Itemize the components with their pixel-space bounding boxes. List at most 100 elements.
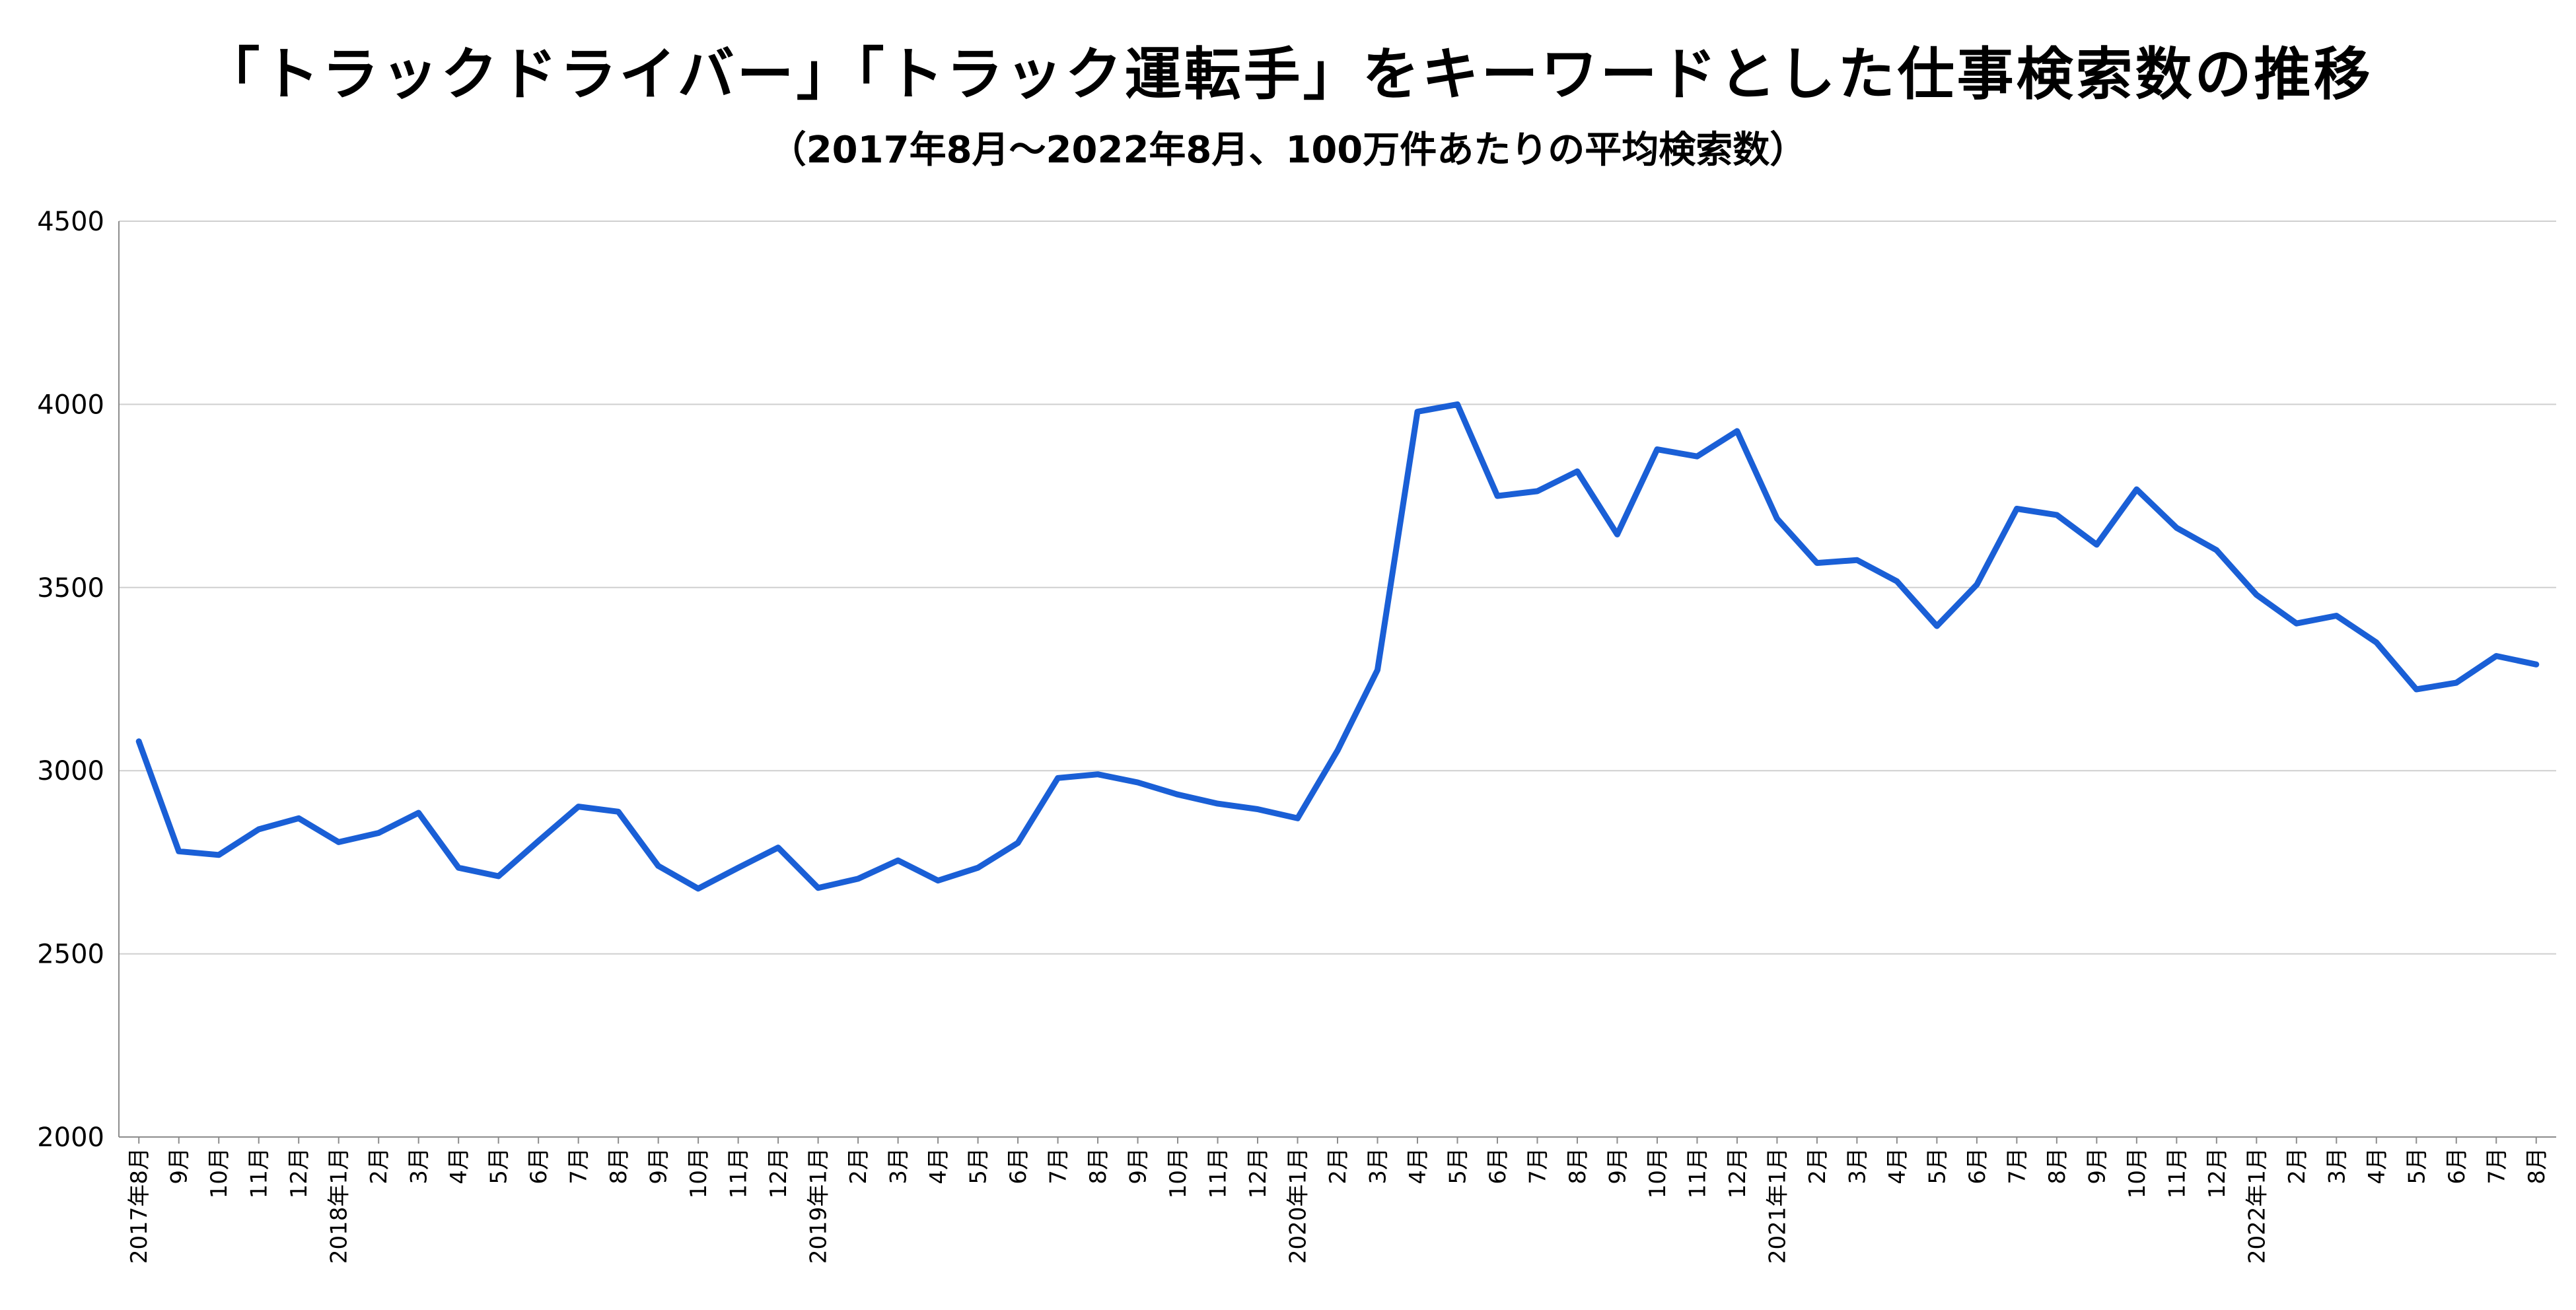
data-point	[2176, 527, 2177, 528]
data-point	[1217, 803, 1219, 804]
data-point	[2456, 682, 2457, 683]
data-point	[1856, 559, 1857, 561]
x-tick-label: 5月	[966, 1148, 992, 1185]
x-tick-label: 4月	[2364, 1148, 2390, 1185]
data-point	[1657, 449, 1658, 450]
data-point	[498, 876, 499, 877]
data-point	[1017, 842, 1019, 843]
data-point	[2216, 549, 2217, 551]
x-tick-label: 9月	[1604, 1148, 1631, 1185]
x-tick-label: 11月	[246, 1148, 273, 1198]
x-tick-label: 2022年1月	[2244, 1148, 2270, 1264]
x-tick-label: 11月	[2164, 1148, 2190, 1198]
gridlines	[119, 221, 2556, 1138]
data-point	[338, 841, 340, 843]
y-axis: 2000 2500 3000 3500 4000 4500	[37, 207, 120, 1153]
x-tick-label: 4月	[446, 1148, 472, 1185]
data-point	[1097, 774, 1098, 775]
data-point	[618, 811, 619, 812]
x-tick-label: 9月	[646, 1148, 672, 1185]
x-tick-label: 12月	[1245, 1148, 1271, 1198]
data-point	[298, 817, 299, 819]
x-tick-label: 3月	[406, 1148, 433, 1185]
data-point	[738, 867, 739, 868]
data-point	[218, 854, 219, 856]
x-tick-label: 12月	[2204, 1148, 2231, 1198]
data-point	[658, 865, 659, 866]
x-tick-label: 2月	[1325, 1148, 1351, 1185]
x-tick-label: 3月	[2324, 1148, 2350, 1185]
x-tick-label: 12月	[286, 1148, 312, 1198]
data-point	[898, 860, 899, 861]
y-tick-label: 4000	[37, 390, 104, 420]
data-point	[1337, 750, 1338, 751]
x-tick-label: 2020年1月	[1285, 1148, 1312, 1264]
x-tick-label: 2018年1月	[326, 1148, 353, 1264]
y-tick-label: 2500	[37, 940, 104, 970]
data-point	[1297, 817, 1299, 819]
data-point	[2376, 642, 2377, 643]
x-tick-label: 5月	[1924, 1148, 1950, 1185]
x-tick-label: 8月	[2044, 1148, 2071, 1185]
x-tick-label: 6月	[1485, 1148, 1511, 1185]
data-point	[538, 841, 539, 842]
x-tick-label: 10月	[1165, 1148, 1192, 1198]
x-tick-label: 10月	[1645, 1148, 1671, 1198]
series-line	[135, 401, 2540, 892]
y-tick-label: 3500	[37, 573, 104, 603]
data-point	[178, 850, 180, 852]
x-tick-label: 3月	[886, 1148, 912, 1185]
data-point	[418, 812, 419, 813]
x-tick-label: 6月	[526, 1148, 552, 1185]
x-tick-label: 10月	[206, 1148, 233, 1198]
data-point	[937, 880, 939, 881]
chart-title: 「トラックドライバー」「トラック運転手」をキーワードとした仕事検索数の推移	[203, 42, 2373, 108]
data-point	[138, 741, 139, 742]
x-tick-label: 8月	[2524, 1148, 2550, 1185]
data-point	[378, 833, 379, 834]
data-point	[1616, 534, 1618, 535]
x-tick-label: 2月	[366, 1148, 392, 1185]
x-tick-label: 9月	[166, 1148, 193, 1185]
data-point	[818, 887, 819, 889]
x-tick-label: 12月	[1725, 1148, 1751, 1198]
x-tick-label: 8月	[1565, 1148, 1591, 1185]
y-tick-label: 4500	[37, 207, 104, 237]
data-point	[2256, 594, 2257, 596]
x-tick-label: 4月	[1884, 1148, 1911, 1185]
x-tick-label: 8月	[606, 1148, 632, 1185]
x-tick-label: 10月	[686, 1148, 712, 1198]
x-tick-label: 2月	[845, 1148, 872, 1185]
x-tick-label: 2019年1月	[806, 1148, 832, 1264]
data-point	[857, 878, 859, 879]
data-point	[1936, 625, 1937, 627]
x-tick-label: 3月	[1844, 1148, 1871, 1185]
data-point	[2056, 514, 2057, 516]
x-tick-label: 4月	[1405, 1148, 1431, 1185]
data-point	[578, 806, 579, 808]
x-tick-label: 5月	[1445, 1148, 1471, 1185]
chart-subtitle: （2017年8月～2022年8月、100万件あたりの平均検索数）	[769, 129, 1807, 172]
x-tick-label: 2月	[1805, 1148, 1831, 1185]
x-tick-label: 11月	[1205, 1148, 1232, 1198]
x-tick-label: 2月	[2284, 1148, 2310, 1185]
x-tick-label: 7月	[1046, 1148, 1072, 1185]
data-point	[2136, 489, 2137, 490]
plot-area	[135, 401, 2540, 892]
data-point	[2336, 615, 2337, 617]
data-point	[1257, 808, 1258, 810]
y-tick-label: 3000	[37, 756, 104, 786]
x-tick-label: 6月	[1964, 1148, 1991, 1185]
data-point	[978, 867, 979, 868]
x-tick-label: 2021年1月	[1764, 1148, 1791, 1264]
x-tick-label: 6月	[1005, 1148, 1032, 1185]
data-point	[1736, 431, 1738, 432]
x-tick-label: 5月	[486, 1148, 513, 1185]
data-point	[777, 847, 779, 848]
x-tick-label: 7月	[566, 1148, 592, 1185]
x-tick-label: 5月	[2404, 1148, 2430, 1185]
data-point	[1417, 411, 1418, 412]
data-point	[698, 888, 699, 889]
x-tick-label: 3月	[1365, 1148, 1391, 1185]
x-tick-label: 4月	[925, 1148, 952, 1185]
